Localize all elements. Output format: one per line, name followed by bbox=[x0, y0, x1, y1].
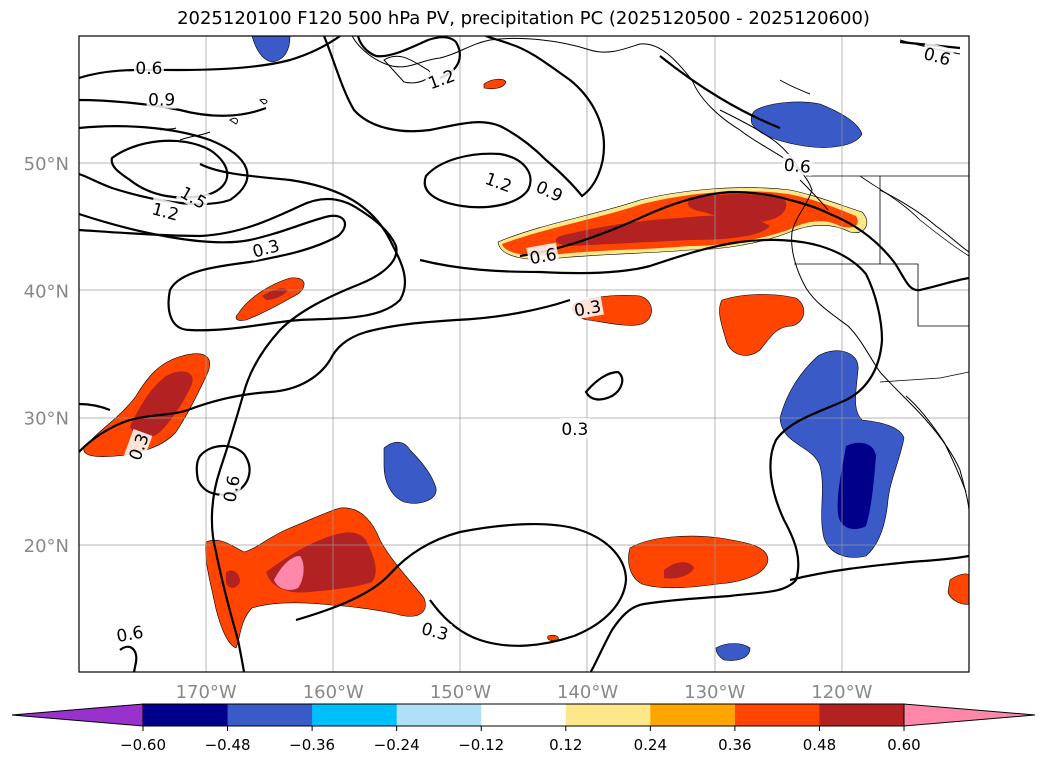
contour-1.2-mid bbox=[356, 36, 461, 80]
contour-label-text: 0.6 bbox=[135, 59, 162, 79]
map-frame bbox=[78, 35, 970, 673]
contour-0.3-sw bbox=[79, 298, 571, 453]
colorbar-segment bbox=[143, 704, 229, 726]
latitude-labels: 50°N 40°N 30°N 20°N bbox=[24, 154, 69, 557]
lon-label: 150°W bbox=[430, 682, 491, 703]
contour-label-text: 0.3 bbox=[561, 420, 588, 440]
contour-0.3-mid-pacific bbox=[419, 238, 884, 672]
contour-label: 0.6 bbox=[781, 153, 814, 178]
contour-label: 0.9 bbox=[532, 174, 568, 207]
colorbar-segment bbox=[650, 704, 736, 726]
contour-label: 0.3 bbox=[418, 616, 453, 645]
lon-label: 140°W bbox=[557, 682, 618, 703]
contour-0.6-sw-loop bbox=[119, 645, 138, 672]
contour-1.5-west bbox=[110, 139, 229, 199]
colorbar-tick-label: −0.12 bbox=[458, 736, 504, 754]
colorbar-tick-label: −0.24 bbox=[374, 736, 420, 754]
colorbar-ticks: −0.60 −0.48 −0.36 −0.24 −0.12 0.12 0.24 0.36 0.4… bbox=[120, 726, 921, 754]
colorbar-segment bbox=[819, 704, 905, 726]
lon-label: 170°W bbox=[176, 682, 237, 703]
colorbar-segment bbox=[565, 704, 651, 726]
colorbar-tick-label: 0.24 bbox=[634, 736, 667, 754]
lon-label: 120°W bbox=[811, 682, 872, 703]
colorbar-segment bbox=[396, 704, 482, 726]
political-boundaries bbox=[794, 175, 969, 383]
lon-label: 130°W bbox=[684, 682, 745, 703]
contour-label-text: 0.6 bbox=[783, 156, 812, 178]
contour-1.2-west bbox=[79, 125, 249, 206]
precip-cell-130w-12n bbox=[715, 643, 751, 661]
pv-contours bbox=[79, 36, 969, 672]
graticule bbox=[79, 36, 969, 672]
contour-label: 0.9 bbox=[146, 88, 177, 111]
contour-label: 1.2 bbox=[481, 166, 517, 197]
contour-label: 0.3 bbox=[559, 418, 590, 440]
contour-0.6-ne bbox=[659, 55, 781, 130]
lat-label: 50°N bbox=[24, 154, 69, 175]
colorbar: −0.60 −0.48 −0.36 −0.24 −0.12 0.12 0.24 0.36 0.4… bbox=[11, 703, 1036, 754]
contour-label-text: 0.3 bbox=[573, 297, 603, 321]
colorbar-tick-label: 0.12 bbox=[549, 736, 582, 754]
contour-label-text: 0.6 bbox=[528, 245, 558, 269]
lon-label: 160°W bbox=[303, 682, 364, 703]
contour-label: 0.6 bbox=[113, 620, 147, 647]
lat-label: 20°N bbox=[24, 536, 69, 557]
contour-label: 0.3 bbox=[570, 294, 604, 321]
colorbar-tick-label: 0.60 bbox=[887, 736, 920, 754]
contour-0.6-east-coast bbox=[789, 554, 969, 582]
colorbar-frame bbox=[142, 703, 905, 727]
precip-cell-125w-38n bbox=[719, 294, 805, 356]
contour-0.3-north-loop bbox=[79, 163, 407, 332]
precip-cell-153w-26n bbox=[383, 441, 437, 504]
contour-0.9-north bbox=[79, 98, 267, 117]
contour-label-text: 0.6 bbox=[220, 474, 244, 504]
contour-0.6-band bbox=[79, 197, 398, 672]
contour-label: 0.6 bbox=[526, 242, 560, 269]
longitude-labels: 170°W 160°W 150°W 140°W 130°W 120°W bbox=[176, 682, 873, 703]
contour-0.3-west-edge bbox=[79, 402, 111, 412]
contour-0.3-small-loop bbox=[584, 370, 624, 401]
colorbar-segments bbox=[143, 704, 905, 726]
colorbar-segment bbox=[734, 704, 820, 726]
contour-0.9-mid bbox=[322, 36, 606, 198]
colorbar-tick-label: 0.48 bbox=[803, 736, 836, 754]
map-plot-area: 0.60.91.21.50.31.21.2 0.90.60.30.30.60.30… bbox=[79, 36, 969, 672]
contour-label-text: 0.6 bbox=[115, 623, 145, 647]
colorbar-segment bbox=[312, 704, 398, 726]
colorbar-tick-label: −0.48 bbox=[205, 736, 251, 754]
precip-cell-111w-16n bbox=[947, 573, 969, 605]
colorbar-tick-label: −0.60 bbox=[120, 736, 166, 754]
contour-label: 0.6 bbox=[133, 56, 164, 79]
colorbar-segment bbox=[227, 704, 313, 726]
contour-label: 1.2 bbox=[148, 197, 183, 226]
precip-cell-122w-52n bbox=[750, 101, 863, 148]
contour-label-text: 0.9 bbox=[148, 91, 175, 111]
colorbar-segment bbox=[481, 704, 567, 726]
contour-label: 0.6 bbox=[218, 472, 245, 506]
lat-label: 40°N bbox=[24, 281, 69, 302]
contour-0.6-north-pacific bbox=[519, 190, 969, 292]
colorbar-tick-label: 0.36 bbox=[718, 736, 751, 754]
map-title: 2025120100 F120 500 hPa PV, precipitatio… bbox=[177, 8, 870, 29]
colorbar-max-arrow bbox=[903, 703, 1036, 727]
colorbar-tick-label: −0.36 bbox=[289, 736, 335, 754]
contour-1.2-loop bbox=[423, 152, 532, 209]
contour-0.6-north bbox=[79, 36, 341, 80]
lat-label: 30°N bbox=[24, 409, 69, 430]
contour-0.3-south-loop bbox=[295, 522, 628, 647]
colorbar-min-arrow bbox=[11, 703, 144, 727]
precip-cell-133w-18n bbox=[628, 535, 769, 589]
